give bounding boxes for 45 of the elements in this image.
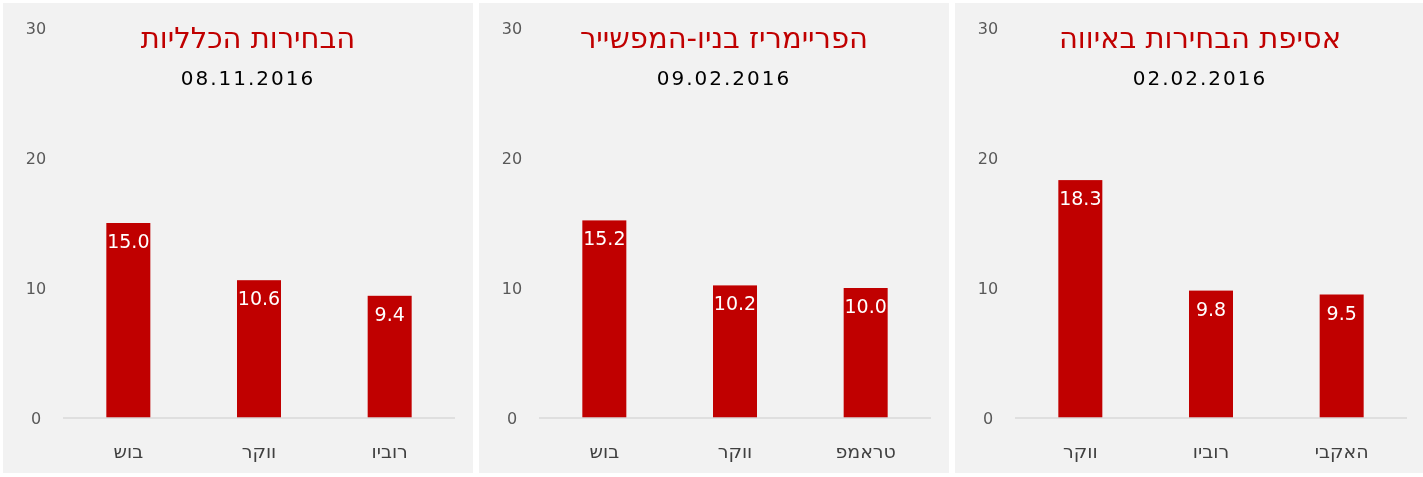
chart-title: הפריימריז בניו-המפשייר	[579, 21, 869, 55]
data-label: 9.5	[1326, 301, 1357, 324]
x-tick-label: בוש	[113, 440, 144, 462]
y-tick-label: 10	[25, 279, 47, 298]
y-tick-label: 20	[977, 149, 999, 168]
data-label: 10.6	[237, 287, 281, 310]
y-tick-label: 30	[977, 19, 999, 38]
bar	[106, 223, 151, 418]
x-tick-label: האקבי	[1314, 440, 1369, 462]
x-tick-label: טראמפ	[835, 440, 896, 462]
y-tick-label: 20	[501, 149, 523, 168]
bar	[582, 220, 627, 418]
x-tick-label: בוש	[589, 440, 620, 462]
text: 09.02.2016	[656, 66, 792, 90]
chart-title: אסיפת הבחירות באיווה	[1058, 21, 1342, 55]
text: 08.11.2016	[180, 66, 316, 90]
y-tick-label: 30	[25, 19, 47, 38]
y-tick-label: 0	[30, 409, 42, 428]
data-label: 15.2	[583, 227, 626, 250]
chart-title: הבחירות הכלליות	[140, 21, 356, 55]
data-label: 10.2	[713, 292, 757, 315]
x-tick-label: רוביו	[1192, 440, 1230, 462]
data-label: 18.3	[1059, 187, 1102, 210]
data-label: 10.0	[844, 295, 887, 317]
y-tick-label: 10	[501, 279, 523, 298]
data-label: 15.0	[107, 230, 150, 252]
y-tick-label: 30	[501, 19, 523, 38]
x-tick-label: ווקר	[717, 440, 753, 462]
bar	[367, 295, 412, 418]
y-tick-label: 0	[506, 409, 518, 428]
x-tick-label: ווקר	[241, 440, 277, 462]
bar	[237, 280, 281, 418]
bar	[1319, 294, 1364, 418]
bar	[843, 288, 888, 418]
y-tick-label: 10	[977, 279, 999, 298]
data-label: 9.8	[1195, 297, 1227, 320]
data-label: 9.4	[374, 302, 405, 325]
bar	[1058, 180, 1103, 418]
text: 02.02.2016	[1132, 66, 1268, 90]
x-tick-label: ווקר	[1063, 440, 1098, 462]
bar	[1189, 290, 1233, 418]
y-tick-label: 0	[982, 409, 994, 428]
bar	[713, 285, 757, 418]
y-tick-label: 20	[25, 149, 47, 168]
x-tick-label: רוביו	[371, 440, 408, 462]
